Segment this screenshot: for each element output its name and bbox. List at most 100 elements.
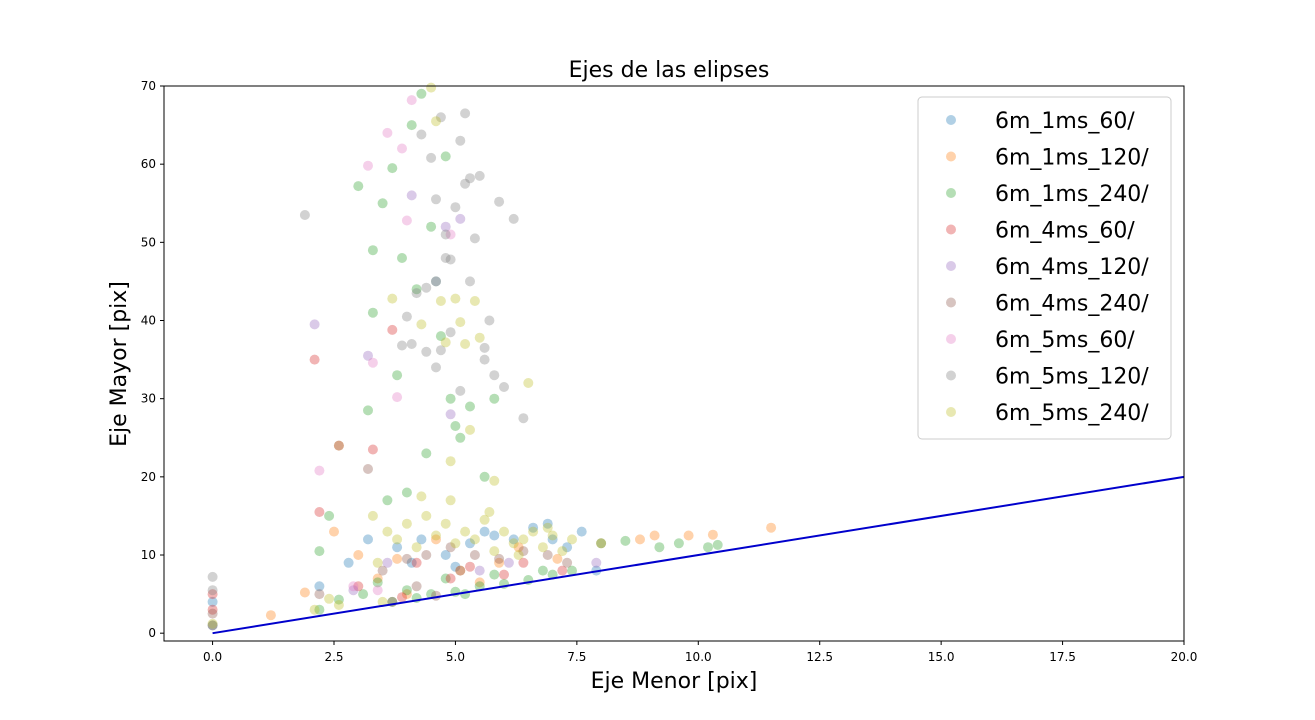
data-point-series-5 [503,557,514,568]
data-point-series-2 [455,565,466,576]
data-point-series-9 [392,534,403,545]
data-point-series-2 [596,538,607,549]
data-point-series-3 [333,594,344,605]
data-point-series-4 [557,565,568,576]
legend: 6m_1ms_60/6m_1ms_120/6m_1ms_240/6m_4ms_6… [917,96,1172,440]
y-tick-label: 50 [141,235,156,249]
data-point-series-9 [567,534,577,545]
data-point-series-9 [513,550,524,560]
data-point-series-5 [474,565,485,576]
data-point-series-3 [567,565,577,576]
data-point-series-9 [489,546,500,557]
data-point-series-9 [445,456,456,467]
data-point-series-8 [465,276,475,287]
data-point-series-9 [416,319,427,330]
data-point-series-5 [440,221,451,232]
data-point-series-3 [314,546,325,557]
data-point-series-3 [431,276,441,287]
data-point-series-9 [460,526,471,537]
data-point-series-3 [479,471,490,482]
data-point-series-3 [367,307,378,318]
data-point-series-8 [435,345,446,356]
reference-line-layer [212,475,1185,635]
data-point-series-2 [299,587,310,598]
data-point-series-2 [552,553,563,564]
data-point-series-8 [421,282,432,293]
y-tick-label: 30 [141,392,156,406]
data-point-series-3 [703,542,713,553]
x-tick-label: 7.5 [567,650,586,664]
data-point-series-9 [547,530,558,541]
legend-marker [946,370,956,381]
data-point-series-7 [392,392,403,403]
data-point-series-3 [397,253,407,263]
data-point-series-9 [455,317,466,328]
x-tick-label: 10.0 [685,650,712,664]
data-point-series-1 [343,557,354,568]
data-point-series-9 [445,495,456,506]
data-point-series-8 [474,170,485,181]
data-point-series-3 [406,120,417,131]
data-point-series-4 [397,592,407,603]
data-point-series-6 [207,620,218,631]
data-point-series-3 [489,393,500,404]
legend-marker [946,115,956,125]
data-point-series-9 [450,538,461,549]
data-point-series-8 [445,254,456,265]
data-point-series-5 [431,276,441,287]
data-point-series-6 [518,546,529,557]
data-point-series-9 [440,337,451,348]
data-point-series-2 [494,557,505,568]
data-point-series-3 [314,604,325,615]
data-point-series-8 [455,385,466,396]
data-point-series-9 [372,557,383,568]
data-point-series-3 [377,198,388,209]
data-point-series-7 [445,229,456,240]
x-axis-ticks: 0.0 2.5 5.0 7.5 10.0 12.5 15.0 17.5 20.0 [203,641,1197,664]
data-point-series-3 [450,421,461,431]
data-point-series-9 [333,600,344,610]
data-point-series-8 [401,311,412,322]
data-point-series-7 [367,357,378,368]
data-point-series-3 [353,181,364,192]
data-point-series-8 [440,253,451,263]
data-point-series-2 [649,530,660,541]
data-point-series-9 [387,293,398,304]
x-tick-label: 20.0 [1171,650,1198,664]
data-point-series-8 [411,288,422,299]
data-point-series-9 [479,514,490,525]
legend-marker [946,261,956,271]
data-point-series-9 [499,526,509,537]
data-point-series-1 [416,534,427,545]
x-tick-label: 2.5 [324,650,343,664]
data-point-series-2 [431,534,441,545]
data-point-series-3 [673,538,684,549]
data-point-series-3 [440,151,451,162]
data-point-series-6 [469,550,480,560]
data-point-series-3 [401,585,412,596]
data-point-series-9 [401,518,412,529]
legend-label: 6m_1ms_60/ [995,109,1135,134]
data-point-series-4 [518,557,529,568]
data-point-series-9 [528,526,539,537]
legend-frame [917,96,1172,440]
data-point-series-1 [392,542,403,553]
data-point-series-9 [382,526,393,537]
legend-marker [946,151,956,162]
y-tick-label: 40 [141,314,156,328]
data-point-series-7 [397,143,407,154]
data-point-series-9 [537,542,548,553]
data-point-series-4 [207,604,218,615]
data-point-series-1 [363,534,373,545]
y-tick-label: 10 [141,548,156,562]
data-point-series-6 [401,553,412,564]
data-point-series-8 [460,108,471,119]
data-point-series-4 [367,444,378,455]
data-point-series-3 [421,448,432,459]
data-point-series-6 [562,557,573,568]
data-point-series-6 [207,608,218,619]
data-point-series-1 [508,534,519,545]
data-point-series-5 [382,557,393,568]
data-point-series-9 [435,296,446,306]
